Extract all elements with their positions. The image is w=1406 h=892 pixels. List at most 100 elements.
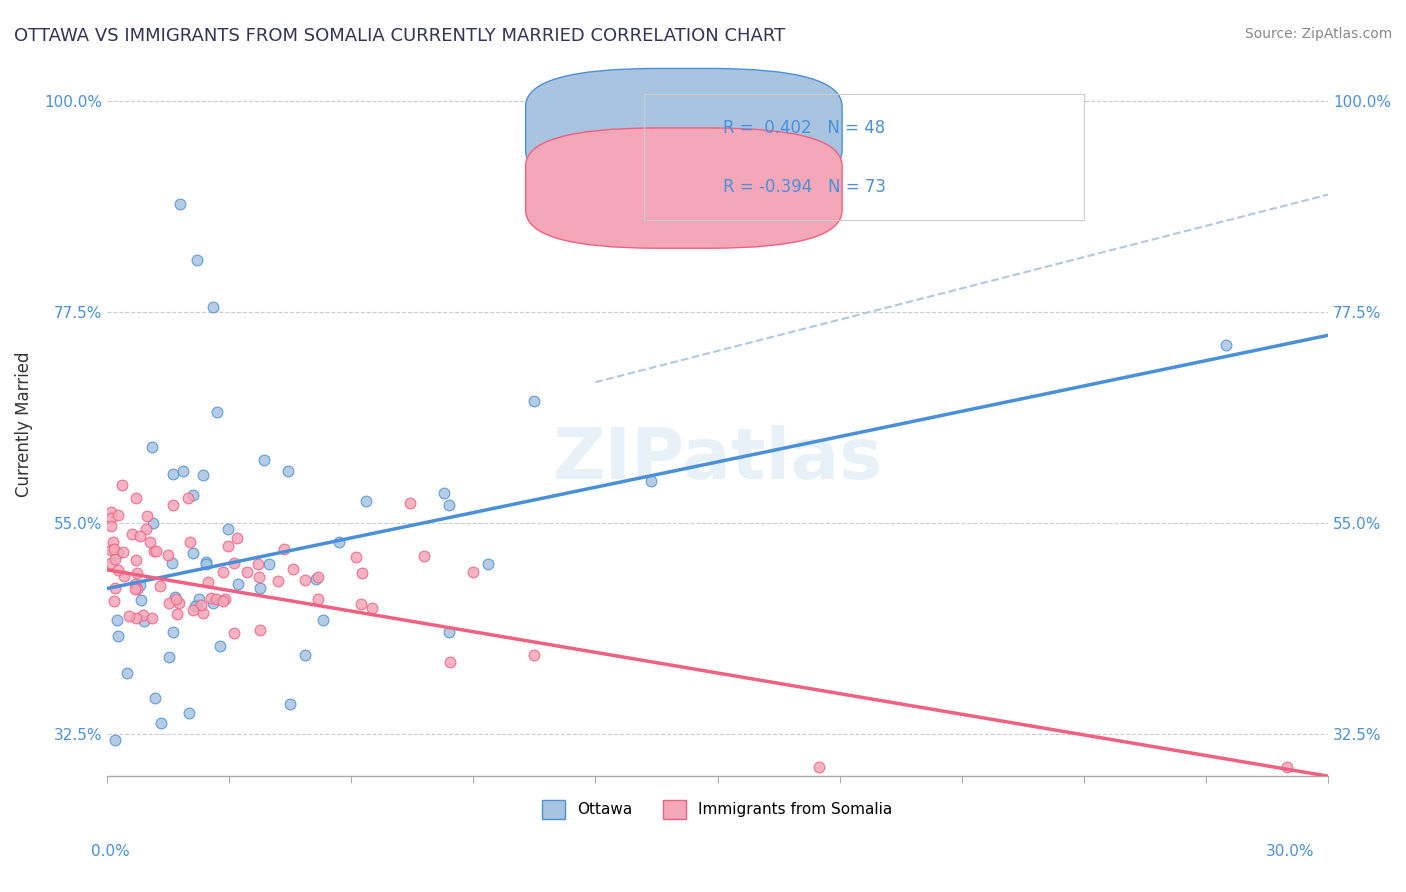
Point [294,573,316,587]
Point [141,440,163,454]
Point [439,655,461,669]
Point [191,607,214,621]
Point [226,531,249,545]
Point [124,582,146,596]
Point [124,553,146,567]
Point [124,576,146,591]
Point [352,566,374,580]
Point [266,574,288,588]
Point [125,566,148,581]
Point [160,556,183,570]
Point [105,613,128,627]
Point [253,453,276,467]
Point [194,558,217,572]
Point [439,498,461,512]
Point [181,487,204,501]
Point [183,599,205,614]
Y-axis label: Currently Married: Currently Married [15,351,32,497]
Point [412,549,434,563]
Point [157,548,180,562]
Point [104,552,127,566]
Point [179,706,201,720]
Point [169,197,191,211]
Point [209,640,232,654]
Point [100,556,122,570]
Point [249,623,271,637]
Point [117,609,139,624]
Point [246,557,269,571]
Point [307,570,329,584]
Point [100,505,122,519]
Point [1277,760,1299,774]
Point [165,592,187,607]
Point [111,478,134,492]
Point [249,581,271,595]
Point [204,592,226,607]
Point [100,519,122,533]
Point [214,591,236,606]
Point [328,534,350,549]
Point [461,565,484,579]
Point [162,498,184,512]
Point [135,508,157,523]
Point [311,613,333,627]
Point [186,598,208,612]
Point [523,394,546,409]
Point [257,558,280,572]
Point [277,464,299,478]
Point [124,491,146,506]
Point [283,562,305,576]
Point [307,592,329,607]
Point [107,547,129,561]
Point [139,534,162,549]
Point [162,624,184,639]
Point [433,486,456,500]
Point [135,522,157,536]
Point [350,598,373,612]
Text: ZIPatlas: ZIPatlas [553,425,883,494]
Point [157,650,180,665]
Point [201,597,224,611]
Point [273,542,295,557]
Point [111,545,134,559]
Point [149,579,172,593]
Point [222,556,245,570]
Point [212,565,235,579]
Point [217,522,239,536]
Point [640,475,662,489]
Point [100,511,122,525]
Point [107,508,129,522]
Point [201,300,224,314]
Point [361,601,384,615]
Point [107,629,129,643]
Point [129,592,152,607]
Point [132,607,155,622]
Point [172,464,194,478]
Point [477,557,499,571]
Point [134,614,156,628]
Text: 0.0%: 0.0% [91,845,131,859]
Point [103,594,125,608]
Point [101,535,124,549]
Point [200,591,222,606]
Point [142,516,165,531]
Point [121,526,143,541]
Point [103,542,125,557]
Point [205,404,228,418]
Point [129,529,152,543]
Point [437,625,460,640]
Point [107,563,129,577]
Point [165,590,187,604]
Point [808,760,831,774]
Point [304,572,326,586]
Legend: Ottawa, Immigrants from Somalia: Ottawa, Immigrants from Somalia [536,794,898,825]
Point [247,569,270,583]
Point [354,494,377,508]
Point [523,648,546,662]
Point [177,491,200,505]
Point [162,467,184,482]
Point [141,610,163,624]
Point [212,594,235,608]
Point [143,544,166,558]
Point [399,495,422,509]
